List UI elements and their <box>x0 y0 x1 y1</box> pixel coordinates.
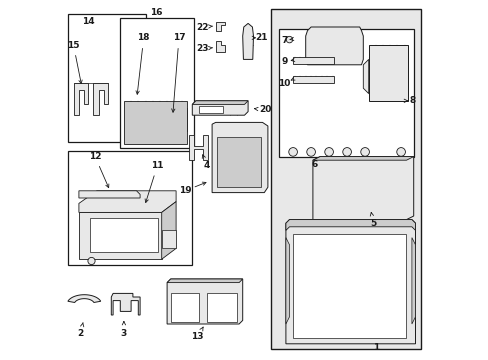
Text: 15: 15 <box>67 41 80 50</box>
Polygon shape <box>215 22 224 31</box>
Polygon shape <box>167 279 242 283</box>
Polygon shape <box>188 135 208 160</box>
Polygon shape <box>89 218 158 252</box>
Polygon shape <box>212 122 267 193</box>
Polygon shape <box>192 101 247 115</box>
Text: 6: 6 <box>311 161 317 170</box>
Text: 12: 12 <box>89 152 101 161</box>
Circle shape <box>285 36 292 43</box>
Text: 13: 13 <box>191 332 203 341</box>
Text: 17: 17 <box>172 33 185 42</box>
Polygon shape <box>93 83 107 115</box>
Text: 20: 20 <box>259 105 271 114</box>
Text: 5: 5 <box>369 219 376 228</box>
Polygon shape <box>127 113 142 135</box>
Bar <box>123 101 186 144</box>
Text: 14: 14 <box>81 17 94 26</box>
Text: 21: 21 <box>255 33 267 42</box>
Text: 23: 23 <box>195 44 208 53</box>
Circle shape <box>88 257 95 265</box>
Bar <box>368 45 407 101</box>
Polygon shape <box>79 191 140 198</box>
Polygon shape <box>162 230 176 248</box>
Polygon shape <box>285 238 289 324</box>
Polygon shape <box>242 23 253 59</box>
Circle shape <box>324 148 333 156</box>
Polygon shape <box>285 220 415 344</box>
Text: 22: 22 <box>195 23 208 32</box>
Polygon shape <box>363 59 368 94</box>
Text: 18: 18 <box>137 33 150 42</box>
Bar <box>292 57 334 64</box>
Text: 16: 16 <box>150 8 162 17</box>
Bar <box>163 108 186 131</box>
Text: 3: 3 <box>121 328 127 338</box>
Polygon shape <box>111 293 140 315</box>
Circle shape <box>360 148 368 156</box>
Circle shape <box>288 148 297 156</box>
Polygon shape <box>312 157 413 160</box>
Text: 10: 10 <box>277 79 290 88</box>
Bar <box>68 151 192 265</box>
Polygon shape <box>73 83 88 115</box>
Polygon shape <box>285 220 415 230</box>
Polygon shape <box>192 101 247 104</box>
Polygon shape <box>305 27 363 65</box>
Text: 7: 7 <box>281 36 287 45</box>
Bar <box>292 76 334 83</box>
Bar <box>271 9 420 349</box>
Polygon shape <box>215 41 224 52</box>
Polygon shape <box>411 238 415 324</box>
Polygon shape <box>170 293 199 322</box>
Bar <box>292 234 406 338</box>
Text: 11: 11 <box>151 161 163 170</box>
Circle shape <box>396 148 405 156</box>
Polygon shape <box>162 202 176 259</box>
Bar <box>278 29 413 157</box>
Polygon shape <box>79 212 162 259</box>
Bar <box>120 18 194 148</box>
Text: 9: 9 <box>281 58 287 67</box>
Bar <box>217 137 260 187</box>
Circle shape <box>306 148 315 156</box>
Polygon shape <box>167 279 242 324</box>
Polygon shape <box>127 103 142 113</box>
Text: 4: 4 <box>203 161 209 170</box>
Polygon shape <box>79 191 176 212</box>
Polygon shape <box>68 295 101 302</box>
Polygon shape <box>312 157 413 220</box>
Polygon shape <box>199 106 223 113</box>
Bar <box>68 14 145 142</box>
Text: 8: 8 <box>409 96 415 105</box>
Circle shape <box>342 148 351 156</box>
Text: 1: 1 <box>372 343 378 352</box>
Polygon shape <box>206 293 237 322</box>
Text: 2: 2 <box>78 328 83 338</box>
Text: 19: 19 <box>179 186 191 195</box>
